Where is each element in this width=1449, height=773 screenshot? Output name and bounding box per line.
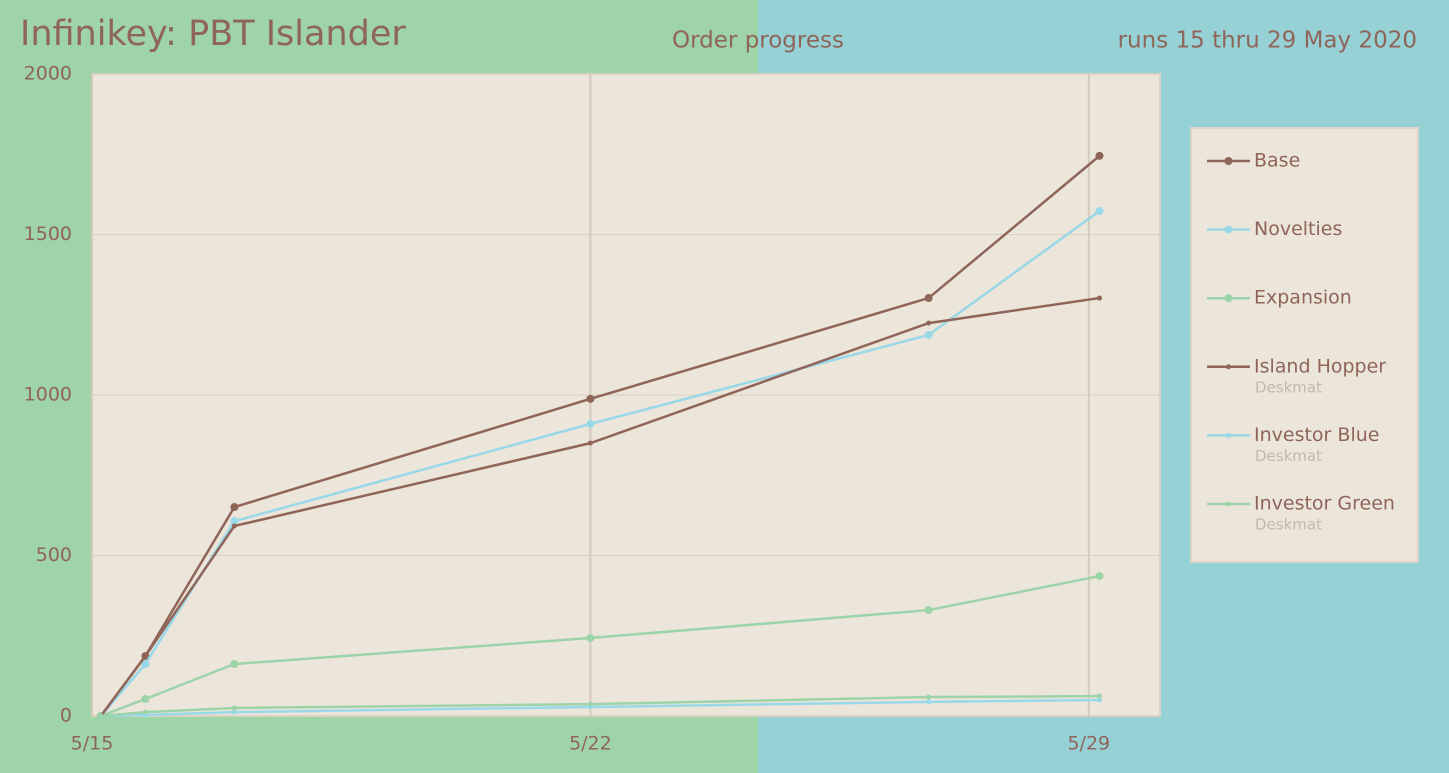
legend-label: Investor Blue [1254,424,1379,446]
legend-marker [1224,157,1233,165]
point [231,705,237,711]
point [1095,572,1104,581]
legend-label: Novelties [1254,218,1342,240]
point [230,659,239,668]
point [1095,151,1104,160]
point [1096,697,1102,703]
series-line [99,210,1101,717]
legend-marker [1224,225,1233,234]
point [231,709,237,715]
legend [1190,127,1419,563]
point [926,694,932,700]
y-tick-label: 1500 [24,223,72,245]
point [231,523,237,529]
legend-marker [1226,364,1231,370]
legend-label: Base [1254,150,1300,172]
y-tick-label: 0 [60,705,72,727]
series-line [100,698,1100,718]
point [230,503,239,512]
x-tick-label: 5/15 [71,733,114,755]
point [98,713,104,719]
point [1096,295,1102,301]
point [586,633,595,642]
point [1096,693,1102,699]
y-tick-label: 500 [36,544,72,566]
point [926,699,932,705]
legend-sublabel: Deskmat [1255,516,1322,534]
annotation: runs 15 thru 29 May 2020 [1118,28,1417,54]
point [1095,207,1104,216]
point [924,294,933,303]
y-tick-label: 1000 [24,384,72,406]
x-tick-label: 5/29 [1067,733,1110,755]
series-line [99,296,1100,717]
legend-label: Expansion [1254,287,1352,309]
point [141,659,150,668]
point [230,517,239,526]
chart-title: Infinikey: PBT Islander [20,14,406,54]
point [924,606,933,615]
series-line [100,574,1100,718]
legend-marker [1224,294,1233,303]
legend-sublabel: Deskmat [1255,378,1322,396]
x-tick-label: 5/22 [569,733,612,755]
point [142,709,148,715]
legend-label: Island Hopper [1254,355,1386,377]
legend-label: Investor Green [1254,493,1395,515]
series-line [100,694,1100,718]
point [141,694,150,703]
y-tick-label: 2000 [24,63,72,85]
point [587,701,593,707]
point [587,440,593,446]
point [586,419,595,428]
legend-marker [1226,501,1231,507]
lines [96,151,1104,720]
legend-marker [1226,432,1231,438]
point [142,653,148,659]
point [924,330,933,339]
legend-sublabel: Deskmat [1255,447,1322,465]
chart-subtitle: Order progress [672,28,844,54]
point [926,320,932,326]
point [586,394,595,403]
